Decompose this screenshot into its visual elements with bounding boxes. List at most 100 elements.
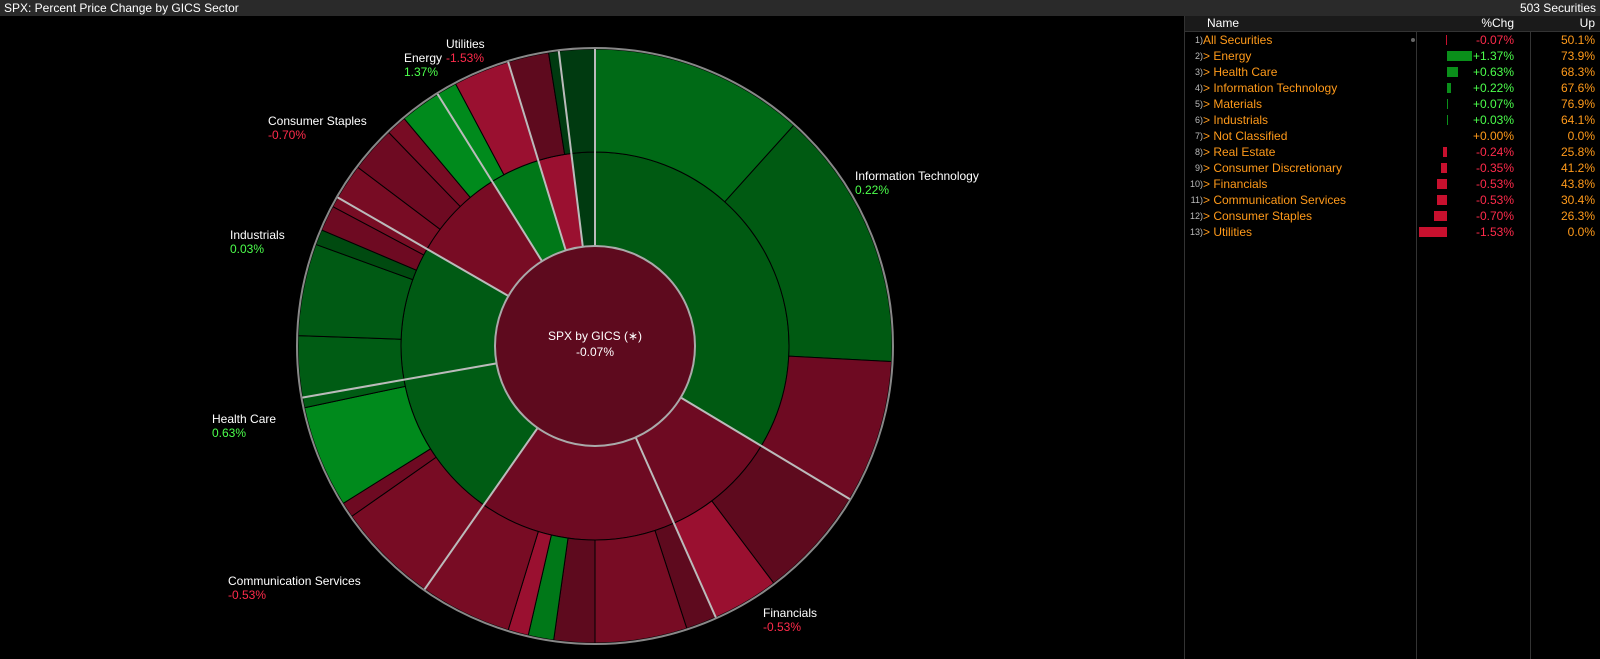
row-up-pct: 0.0% <box>1567 129 1595 143</box>
row-up-pct: 26.3% <box>1560 209 1595 223</box>
sector-label-name: Industrials <box>230 228 285 242</box>
sector-label-name: Consumer Staples <box>268 114 367 128</box>
row-name[interactable]: > Industrials <box>1203 113 1269 127</box>
row-pct-change: -1.53% <box>1475 225 1514 239</box>
center-hub[interactable] <box>494 245 696 447</box>
table-row[interactable]: 7) > Not Classified +0.00% 0.0% <box>1185 128 1600 144</box>
row-index: 3) <box>1194 67 1203 77</box>
change-bar <box>1445 35 1447 45</box>
row-name[interactable]: > Real Estate <box>1203 145 1276 159</box>
change-bar <box>1437 195 1447 205</box>
row-index: 8) <box>1194 147 1203 157</box>
page-title: SPX: Percent Price Change by GICS Sector <box>4 1 239 15</box>
table-row[interactable]: 13) > Utilities -1.53% 0.0% <box>1185 224 1600 240</box>
row-pct-change: +0.63% <box>1472 65 1514 79</box>
row-index: 4) <box>1194 83 1203 93</box>
sector-label-utilities[interactable]: Utilities-1.53% <box>446 37 485 65</box>
table-row[interactable]: 1) All Securities -0.07% 50.1% <box>1185 32 1600 48</box>
sector-label-value: -0.70% <box>268 128 306 142</box>
row-index: 13) <box>1189 227 1203 237</box>
table-header: Name %Chg Up <box>1185 16 1600 32</box>
row-name[interactable]: > Communication Services <box>1203 193 1347 207</box>
row-pct-change: -0.70% <box>1475 209 1514 223</box>
row-name[interactable]: > Utilities <box>1203 225 1253 239</box>
sector-label-communication-services[interactable]: Communication Services-0.53% <box>228 574 361 602</box>
sector-divider-8 <box>557 50 584 247</box>
sector-label-value: -1.53% <box>446 51 484 65</box>
sunburst-chart: SPX by GICS (∗) -0.07% Information Techn… <box>212 37 979 645</box>
col-chg-header[interactable]: %Chg <box>1481 16 1514 30</box>
table-row[interactable]: 6) > Industrials +0.03% 64.1% <box>1185 112 1600 128</box>
sector-divider-5 <box>336 196 509 297</box>
row-index: 6) <box>1194 115 1203 125</box>
row-pct-change: +0.22% <box>1472 81 1514 95</box>
row-up-pct: 67.6% <box>1560 81 1595 95</box>
change-bar <box>1447 115 1448 125</box>
sector-label-name: Utilities <box>446 37 485 51</box>
table-row[interactable]: 10) > Financials -0.53% 43.8% <box>1185 176 1600 192</box>
change-bar <box>1419 227 1447 237</box>
sector-table: Name %Chg Up 1) All Securities -0.07% 50.1%… <box>1184 16 1600 659</box>
change-bar <box>1437 179 1447 189</box>
sector-divider-2 <box>634 436 718 619</box>
row-up-pct: 50.1% <box>1560 33 1595 47</box>
col-up-header[interactable]: Up <box>1579 16 1595 30</box>
row-name[interactable]: > Health Care <box>1203 65 1278 79</box>
row-up-pct: 30.4% <box>1560 193 1595 207</box>
table-row[interactable]: 5) > Materials +0.07% 76.9% <box>1185 96 1600 112</box>
row-up-pct: 73.9% <box>1560 49 1595 63</box>
row-up-pct: 76.9% <box>1560 97 1595 111</box>
sector-label-name: Health Care <box>212 412 276 426</box>
row-name[interactable]: All Securities <box>1203 33 1273 47</box>
row-pct-change: +1.37% <box>1472 49 1514 63</box>
table-row[interactable]: 8) > Real Estate -0.24% 25.8% <box>1185 144 1600 160</box>
table-row[interactable]: 4) > Information Technology +0.22% 67.6% <box>1185 80 1600 96</box>
row-name[interactable]: > Consumer Staples <box>1203 209 1313 223</box>
row-pct-change: +0.03% <box>1472 113 1514 127</box>
change-bar <box>1447 83 1451 93</box>
row-up-pct: 64.1% <box>1560 113 1595 127</box>
table-row[interactable]: 9) > Consumer Discretionary -0.35% 41.2% <box>1185 160 1600 176</box>
table-row[interactable]: 3) > Health Care +0.63% 68.3% <box>1185 64 1600 80</box>
sector-label-name: Financials <box>763 606 817 620</box>
row-pct-change: +0.07% <box>1472 97 1514 111</box>
row-index: 1) <box>1194 35 1203 45</box>
col-name-header[interactable]: Name <box>1207 16 1240 30</box>
row-index: 9) <box>1194 163 1203 173</box>
row-pct-change: -0.24% <box>1475 145 1514 159</box>
sector-label-consumer-staples[interactable]: Consumer Staples-0.70% <box>268 114 367 142</box>
row-name[interactable]: > Not Classified <box>1203 129 1288 143</box>
row-name[interactable]: > Energy <box>1203 49 1252 63</box>
table-row[interactable]: 12) > Consumer Staples -0.70% 26.3% <box>1185 208 1600 224</box>
row-name[interactable]: > Information Technology <box>1203 81 1338 95</box>
row-pct-change: -0.35% <box>1475 161 1514 175</box>
row-up-pct: 25.8% <box>1560 145 1595 159</box>
sector-label-value: 0.03% <box>230 242 264 256</box>
sector-label-name: Energy <box>404 51 442 65</box>
sector-label-value: 1.37% <box>404 65 438 79</box>
table-row[interactable]: 2) > Energy +1.37% 73.9% <box>1185 48 1600 64</box>
row-index: 5) <box>1194 99 1203 109</box>
sector-label-financials[interactable]: Financials-0.53% <box>763 606 817 634</box>
row-up-pct: 0.0% <box>1567 225 1595 239</box>
securities-count: 503 Securities <box>1519 1 1596 15</box>
outer-rim <box>296 47 894 645</box>
table-row[interactable]: 11) > Communication Services -0.53% 30.4% <box>1185 192 1600 208</box>
row-name[interactable]: > Financials <box>1203 177 1268 191</box>
center-label: SPX by GICS (∗) <box>548 329 642 343</box>
row-index: 12) <box>1189 211 1203 221</box>
sector-divider-1 <box>680 396 851 501</box>
row-menu-icon[interactable] <box>1411 38 1415 42</box>
sector-label-value: -0.53% <box>763 620 801 634</box>
row-pct-change: +0.00% <box>1472 129 1514 143</box>
row-index: 7) <box>1194 131 1203 141</box>
change-bar <box>1447 67 1459 77</box>
row-name[interactable]: > Materials <box>1203 97 1263 111</box>
row-pct-change: -0.53% <box>1475 193 1514 207</box>
row-name[interactable]: > Consumer Discretionary <box>1203 161 1343 175</box>
change-bar <box>1447 51 1472 61</box>
